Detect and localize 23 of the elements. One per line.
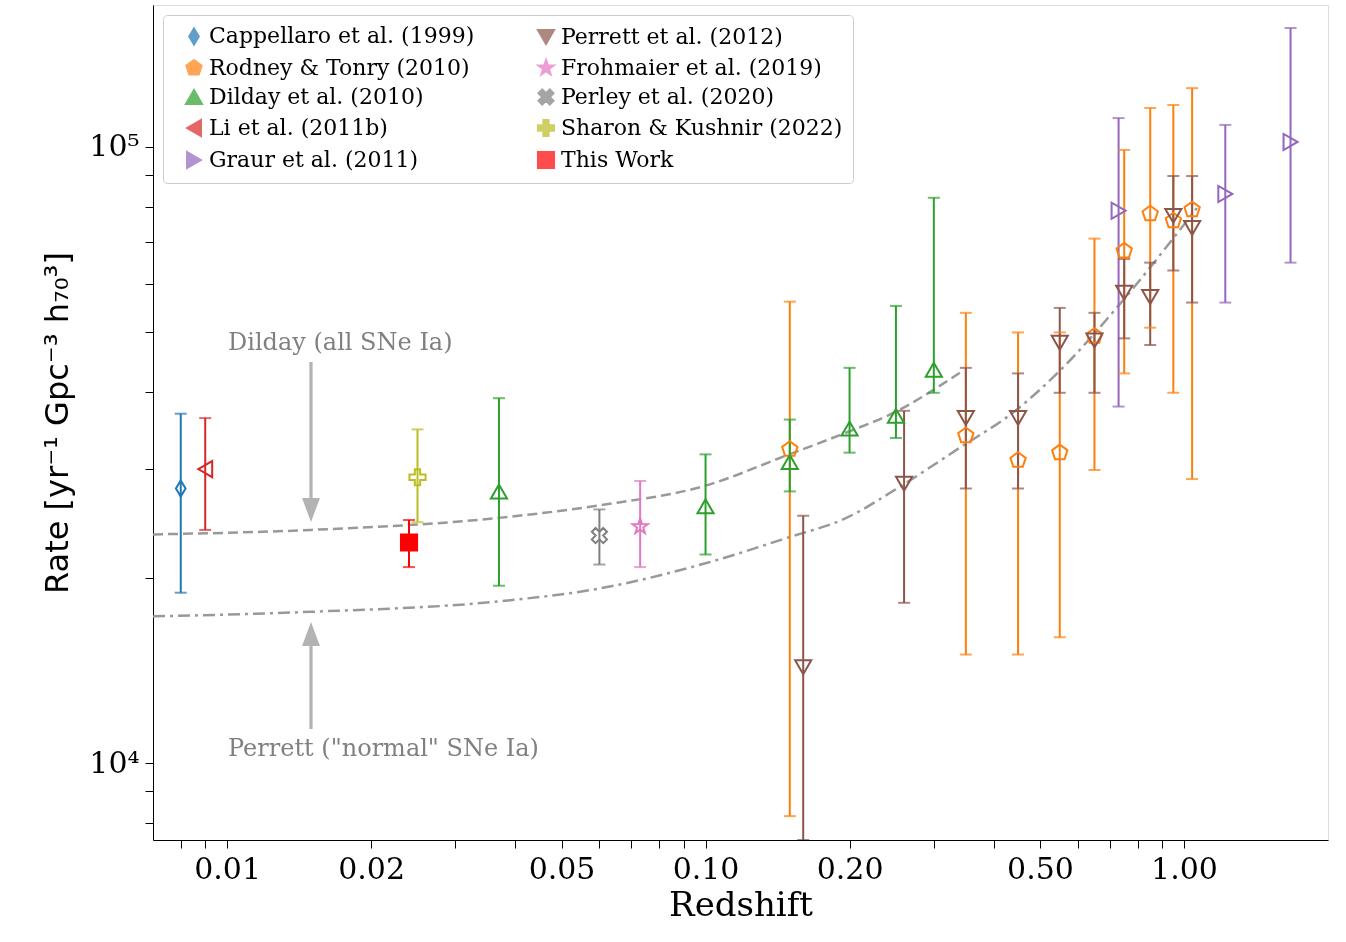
x-tick-label: 0.20 <box>816 850 884 886</box>
legend-label: Perley et al. (2020) <box>561 84 774 109</box>
x-tick-label: 0.10 <box>672 850 740 886</box>
legend-label: Li et al. (2011b) <box>209 115 388 140</box>
x-tick-label: 0.02 <box>338 850 406 886</box>
legend-label: Graur et al. (2011) <box>209 147 419 172</box>
legend-label: Perrett et al. (2012) <box>561 24 783 49</box>
x-tick-label: 0.01 <box>194 850 262 886</box>
legend-label: This Work <box>561 147 675 172</box>
x-tick-label: 0.50 <box>1007 850 1074 886</box>
annotation: Perrett ("normal" SNe Ia) <box>228 734 539 762</box>
legend-label: Dilday et al. (2010) <box>209 84 424 109</box>
legend-label: Rodney & Tonry (2010) <box>209 55 470 80</box>
legend-label: Sharon & Kushnir (2022) <box>561 115 843 140</box>
annotation: Dilday (all SNe Ia) <box>228 328 453 356</box>
x-tick-label: 0.05 <box>528 850 596 886</box>
legend-label: Frohmaier et al. (2019) <box>561 55 822 80</box>
x-axis-title: Redshift <box>669 883 814 924</box>
legend-label: Cappellaro et al. (1999) <box>209 23 475 49</box>
y-tick-label: 10⁴ <box>89 744 140 780</box>
x-tick-label: 1.00 <box>1151 850 1218 886</box>
y-axis-title: Rate [yr⁻¹ Gpc⁻³ h₇₀³] <box>38 252 77 594</box>
y-tick-label: 10⁵ <box>89 128 140 164</box>
